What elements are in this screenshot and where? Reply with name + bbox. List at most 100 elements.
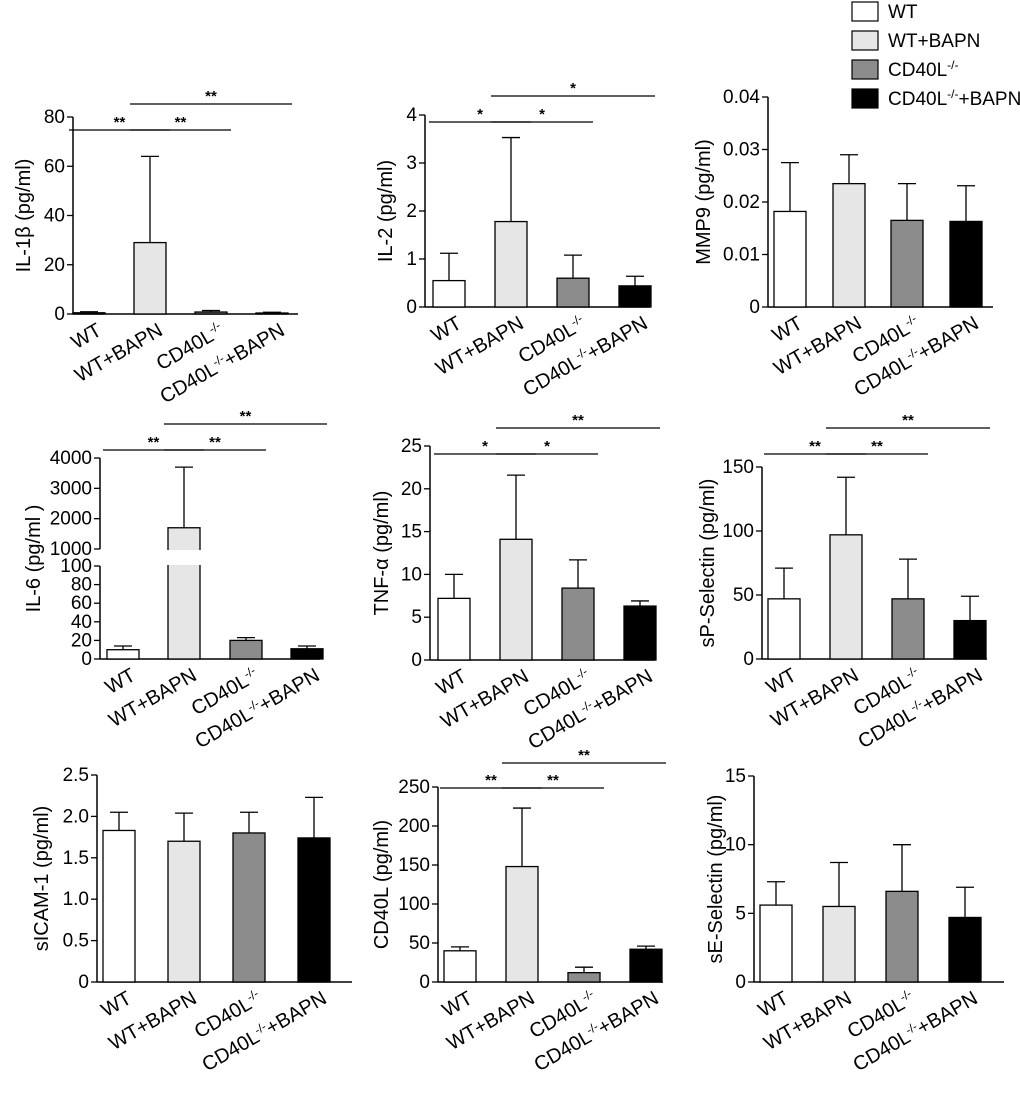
y-tick-label: 100 (398, 894, 430, 915)
y-tick-label: 150 (722, 457, 754, 478)
y-tick-label: 10 (401, 564, 422, 585)
y-tick-label: 0.02 (723, 192, 760, 213)
y-axis-label: IL-1β (pg/ml) (13, 159, 35, 273)
y-tick-label: 0 (735, 972, 746, 993)
y-tick-label: 3000 (50, 478, 92, 499)
bar (949, 220, 983, 308)
bar (618, 285, 652, 308)
legend-label: WT+BAPN (888, 31, 980, 52)
legend-label: CD40L-/- (888, 58, 958, 81)
legend-label: WT (888, 2, 918, 23)
bar (885, 890, 919, 983)
category-label: WT (763, 664, 801, 699)
legend-swatch (851, 88, 879, 109)
y-tick-label: 80 (71, 575, 92, 596)
bar (759, 904, 793, 983)
y-tick-label: 20 (71, 630, 92, 651)
y-axis-label: sICAM-1 (pg/ml) (31, 806, 53, 952)
significance-label: ** (547, 772, 559, 789)
category-label: WT (102, 664, 140, 699)
legend-swatch (851, 30, 879, 51)
bar (167, 527, 201, 660)
bar (832, 182, 866, 308)
y-tick-label: 50 (733, 585, 754, 606)
y-axis-label: IL-6 (pg/ml ) (23, 505, 45, 613)
bar (494, 220, 528, 308)
y-tick-label: 0 (81, 649, 92, 670)
bar (623, 605, 657, 661)
axis-break (101, 550, 321, 565)
y-axis-label: TNF-α (pg/ml) (371, 491, 393, 616)
y-tick-label: 100 (722, 521, 754, 542)
y-tick-label: 1.0 (63, 889, 89, 910)
bar (443, 950, 477, 983)
y-tick-label: 15 (401, 522, 422, 543)
y-tick-label: 1000 (50, 539, 92, 560)
y-tick-label: 25 (401, 436, 422, 457)
significance-label: ** (114, 114, 126, 131)
y-axis-label: MMP9 (pg/ml) (693, 139, 715, 265)
bar (499, 538, 533, 661)
bar (890, 219, 924, 308)
y-tick-label: 4000 (50, 448, 92, 469)
bar (629, 948, 663, 983)
y-tick-label: 2000 (50, 509, 92, 530)
significance-label: ** (578, 747, 590, 764)
y-tick-label: 10 (725, 835, 746, 856)
bar (255, 312, 289, 315)
bar (829, 534, 863, 660)
bar (953, 619, 987, 660)
y-tick-label: 1 (406, 249, 417, 270)
y-axis-label: sP-Selectin (pg/ml) (697, 479, 719, 648)
bar (948, 916, 982, 983)
category-label: WT (439, 987, 477, 1022)
bar (133, 241, 167, 315)
y-tick-label: 0 (743, 649, 754, 670)
significance-label: * (477, 106, 483, 123)
category-label: WT (68, 319, 106, 354)
category-label: WT (98, 987, 136, 1022)
y-tick-label: 2.5 (63, 765, 89, 786)
bar (106, 649, 140, 660)
significance-label: * (539, 106, 545, 123)
significance-label: * (482, 438, 488, 455)
y-tick-label: 250 (398, 777, 430, 798)
bar (437, 597, 471, 661)
bar (561, 587, 595, 661)
significance-label: ** (485, 772, 497, 789)
y-axis-label: IL-2 (pg/ml) (375, 160, 397, 262)
legend-swatch (851, 59, 879, 80)
significance-label: ** (809, 438, 821, 455)
y-tick-label: 15 (725, 766, 746, 787)
bar (505, 865, 539, 983)
y-tick-label: 40 (71, 612, 92, 633)
y-axis-label: sE-Selectin (pg/ml) (705, 795, 727, 964)
y-tick-label: 5 (735, 903, 746, 924)
bar (232, 832, 266, 983)
significance-label: ** (205, 88, 217, 105)
y-tick-label: 60 (71, 593, 92, 614)
category-label: WT (428, 312, 466, 347)
category-label: WT (433, 665, 471, 700)
bar (194, 311, 228, 315)
y-tick-label: 0 (419, 972, 430, 993)
y-tick-label: 0 (406, 297, 417, 318)
y-tick-label: 0.04 (723, 87, 760, 108)
bar (773, 210, 807, 308)
significance-label: ** (148, 434, 160, 451)
legend: WT WT+BAPN CD40L-/- CD40L-/-+BAPN (851, 1, 1020, 110)
significance-label: ** (572, 412, 584, 429)
bar (556, 277, 590, 308)
bar (767, 598, 801, 660)
y-tick-label: 50 (409, 933, 430, 954)
y-tick-label: 60 (44, 156, 65, 177)
